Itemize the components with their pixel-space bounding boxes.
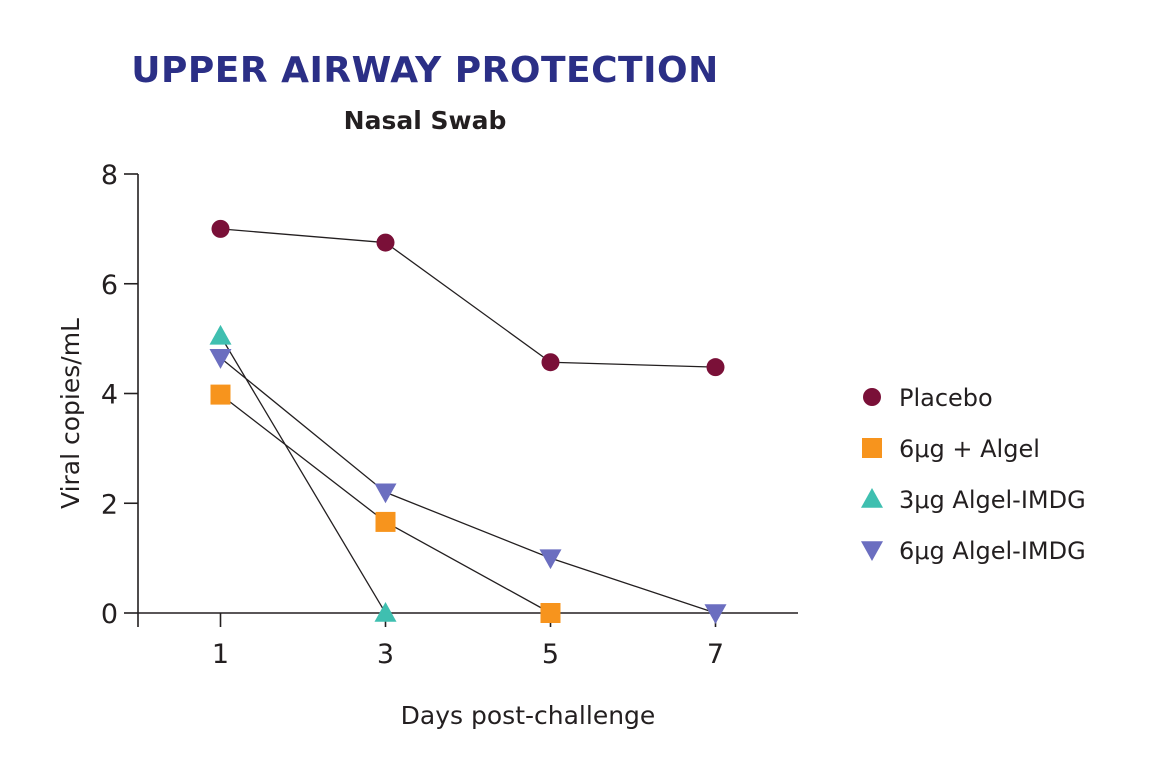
data-point-3-1 [374, 483, 397, 504]
legend-marker-0 [863, 388, 881, 406]
y-axis-label: Viral copies/mL [56, 318, 85, 509]
data-point-2-0 [209, 324, 232, 345]
y-tick-label: 4 [101, 380, 118, 411]
data-point-2-1 [374, 602, 397, 622]
x-tick-label: 1 [212, 639, 229, 670]
legend-marker-3 [861, 541, 883, 561]
legend-marker-2 [861, 488, 883, 508]
y-tick-label: 8 [101, 160, 118, 191]
y-tick-label: 0 [101, 599, 118, 630]
legend-marker-1 [862, 438, 882, 458]
y-tick-label: 2 [101, 489, 118, 520]
series-line-2 [219, 335, 387, 614]
data-point-3-2 [539, 549, 562, 570]
legend-label-3: 6μg Algel-IMDG [899, 537, 1086, 565]
legend-label-1: 6μg + Algel [899, 435, 1040, 463]
data-point-0-0 [211, 219, 230, 238]
x-tick-label: 5 [542, 639, 559, 670]
data-point-3-0 [209, 349, 232, 369]
x-tick-label: 3 [377, 639, 394, 670]
chart-subtitle: Nasal Swab [343, 106, 507, 135]
data-point-1-2 [540, 603, 561, 623]
legend-label-2: 3μg Algel-IMDG [899, 486, 1086, 514]
chart-title: UPPER AIRWAY PROTECTION [131, 50, 719, 91]
series-line-3 [220, 357, 716, 614]
series-line-1 [220, 394, 551, 614]
x-axis-label: Days post-challenge [401, 701, 656, 730]
data-point-3-3 [704, 604, 727, 624]
data-point-1-1 [375, 511, 396, 532]
data-point-0-1 [376, 233, 395, 252]
data-point-0-2 [541, 353, 560, 372]
data-point-1-0 [210, 384, 231, 405]
y-tick-label: 6 [101, 270, 118, 301]
data-point-0-3 [706, 358, 725, 377]
series-line-0 [220, 228, 716, 368]
x-tick-label: 7 [707, 639, 724, 670]
legend-label-0: Placebo [899, 384, 993, 412]
